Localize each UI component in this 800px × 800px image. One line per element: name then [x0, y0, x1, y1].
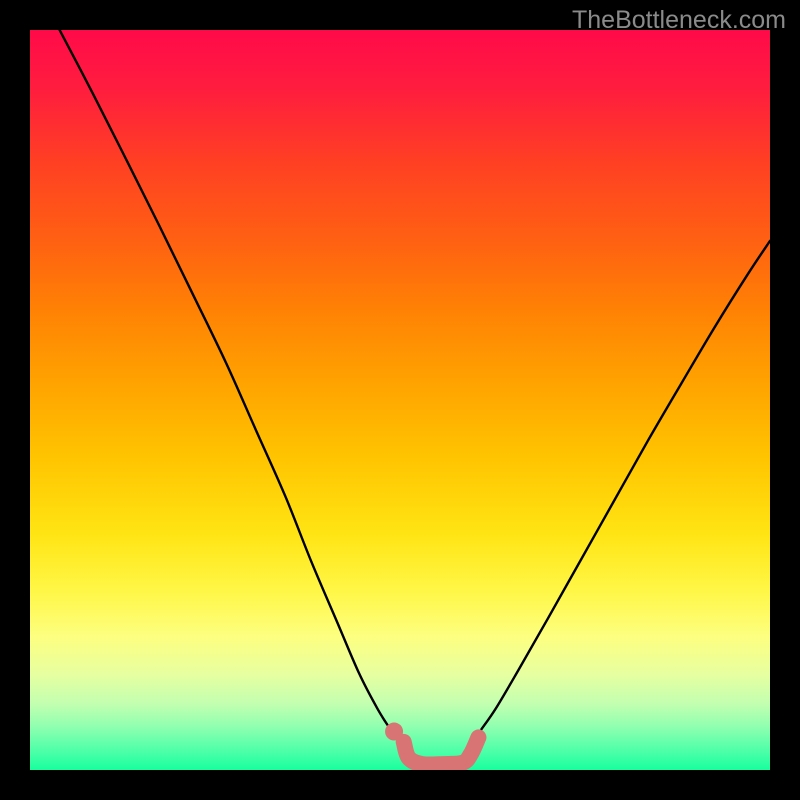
- plot-svg: [30, 30, 770, 770]
- bottom-marker-dot: [385, 723, 403, 741]
- chart-frame: TheBottleneck.com: [0, 0, 800, 800]
- gradient-bg: [30, 30, 770, 770]
- plot-area: [30, 30, 770, 770]
